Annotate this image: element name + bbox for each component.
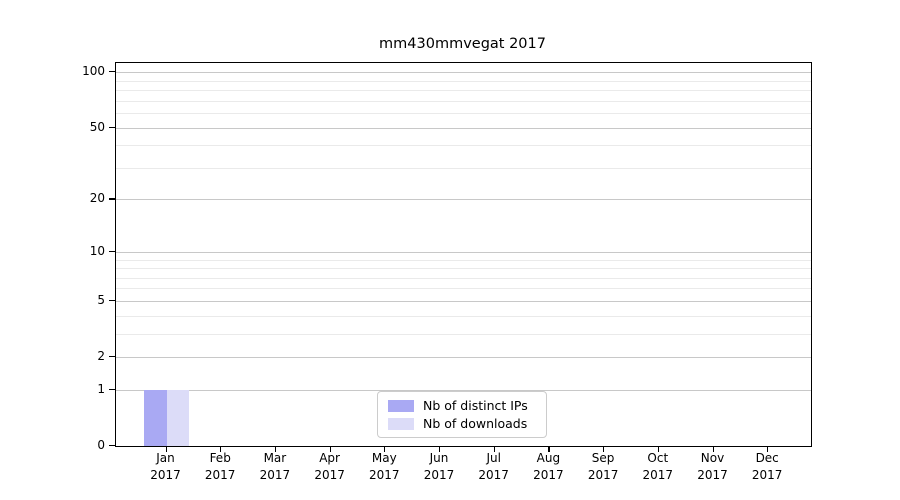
x-tick-label: Sep 2017 xyxy=(568,450,638,483)
x-tick-mark xyxy=(384,446,386,452)
x-tick-label: May 2017 xyxy=(349,450,419,483)
y-tick-mark xyxy=(109,299,115,302)
legend-label: Nb of distinct IPs xyxy=(423,398,528,413)
x-tick-month: Dec xyxy=(755,451,779,465)
gridline-minor xyxy=(116,277,811,279)
y-tick-label: 0 xyxy=(97,438,105,452)
x-tick-month: Jul xyxy=(486,451,501,465)
x-tick-month: Oct xyxy=(647,451,669,465)
x-tick-mark xyxy=(165,446,167,452)
y-tick-mark xyxy=(109,445,115,447)
x-tick-label: Jun 2017 xyxy=(404,450,474,483)
y-tick-label: 50 xyxy=(89,119,105,134)
x-tick-year: 2017 xyxy=(478,467,509,482)
x-tick-month: Feb xyxy=(209,451,231,465)
gridline-minor xyxy=(116,333,811,335)
gridline-minor xyxy=(116,259,811,261)
x-tick-label: Feb 2017 xyxy=(185,450,255,483)
x-tick-year: 2017 xyxy=(533,467,564,482)
y-tick-mark xyxy=(109,356,115,358)
x-tick-mark xyxy=(493,446,495,452)
gridline-minor xyxy=(116,113,811,114)
gridline-minor xyxy=(116,145,811,147)
x-tick-label: Jan 2017 xyxy=(131,450,201,483)
y-tick-mark xyxy=(109,71,115,73)
y-tick-mark xyxy=(109,198,115,200)
gridline-minor xyxy=(116,100,811,102)
x-tick-month: Apr xyxy=(319,451,340,465)
gridline-minor xyxy=(116,167,811,169)
x-tick-label: Nov 2017 xyxy=(678,450,748,483)
x-tick-year: 2017 xyxy=(204,467,236,482)
y-tick-label: 1 xyxy=(97,381,105,396)
x-tick-label: Aug 2017 xyxy=(513,450,583,483)
y-tick-label: 2 xyxy=(97,349,105,363)
y-tick-label: 5 xyxy=(97,292,105,307)
gridline-minor xyxy=(116,268,811,269)
y-tick-label: 10 xyxy=(89,243,105,258)
y-tick-mark xyxy=(109,250,115,252)
bar-nb-of-downloads-jan xyxy=(166,389,189,446)
gridline-minor xyxy=(116,90,811,92)
x-tick-mark xyxy=(657,446,659,452)
x-tick-label: Dec 2017 xyxy=(732,450,802,483)
x-tick-month: Mar xyxy=(263,451,287,465)
x-tick-month: Aug xyxy=(536,451,561,465)
bar-nb-of-distinct-ips-jan xyxy=(144,389,167,446)
x-tick-label: Jul 2017 xyxy=(459,450,529,483)
x-tick-month: Jan xyxy=(156,451,175,465)
x-tick-year: 2017 xyxy=(369,467,400,482)
gridline-major xyxy=(116,199,811,201)
x-tick-mark xyxy=(220,446,222,452)
gridline-minor xyxy=(116,80,811,82)
legend-swatch-downloads xyxy=(388,417,414,430)
x-tick-label: Apr 2017 xyxy=(295,450,365,483)
x-tick-mark xyxy=(329,446,331,452)
x-tick-year: 2017 xyxy=(423,467,455,482)
x-tick-mark xyxy=(439,446,441,452)
x-tick-mark xyxy=(274,446,277,452)
x-tick-label: Mar 2017 xyxy=(240,450,310,483)
x-tick-month: Jun xyxy=(429,451,449,465)
x-tick-month: May xyxy=(371,451,397,465)
x-tick-year: 2017 xyxy=(751,467,783,482)
x-tick-label: Oct 2017 xyxy=(623,450,693,483)
x-tick-month: Nov xyxy=(700,451,725,465)
legend: Nb of distinct IPs Nb of downloads xyxy=(377,391,547,438)
x-tick-year: 2017 xyxy=(150,467,181,482)
x-tick-year: 2017 xyxy=(587,467,619,482)
gridline-minor xyxy=(116,288,811,290)
gridline-major xyxy=(116,389,811,391)
gridline-major xyxy=(116,357,811,358)
x-tick-year: 2017 xyxy=(259,467,291,482)
x-tick-mark xyxy=(767,446,769,452)
gridline-major xyxy=(116,251,811,253)
y-tick-mark xyxy=(109,126,115,128)
x-tick-year: 2017 xyxy=(314,467,345,482)
gridline-major xyxy=(116,127,811,129)
x-tick-mark xyxy=(548,446,550,452)
x-tick-year: 2017 xyxy=(697,467,728,482)
plot-area xyxy=(115,62,812,447)
legend-label: Nb of downloads xyxy=(423,416,528,431)
x-tick-mark xyxy=(603,446,605,452)
legend-item-downloads: Nb of downloads xyxy=(388,416,538,431)
gridline-major xyxy=(116,72,811,74)
x-tick-month: Sep xyxy=(591,451,615,465)
x-tick-year: 2017 xyxy=(642,467,674,482)
legend-swatch-distinct-ips xyxy=(388,399,414,412)
y-tick-label: 100 xyxy=(82,64,105,79)
x-tick-mark xyxy=(712,446,714,452)
chart-title: mm430mmvegat 2017 xyxy=(379,36,546,52)
y-tick-label: 20 xyxy=(89,191,105,206)
gridline-major xyxy=(116,300,811,302)
gridline-minor xyxy=(116,315,811,317)
y-tick-mark xyxy=(109,388,115,391)
legend-item-distinct-ips: Nb of distinct IPs xyxy=(388,398,538,413)
